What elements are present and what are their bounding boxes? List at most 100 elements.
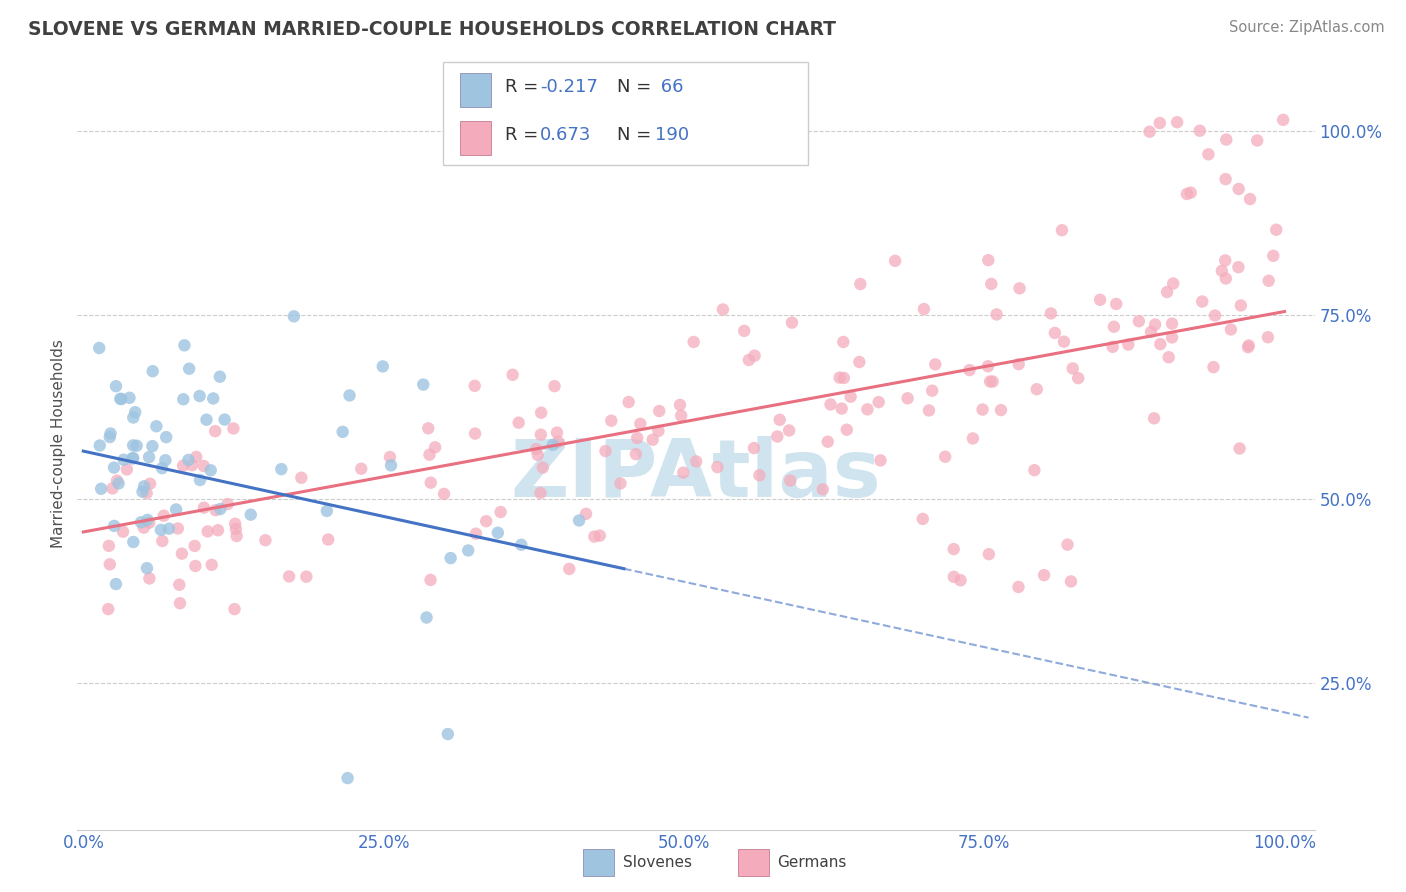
Point xyxy=(141,439,163,453)
Point xyxy=(169,578,191,592)
Text: 190: 190 xyxy=(655,127,689,145)
Point xyxy=(530,427,553,442)
Point xyxy=(339,388,361,402)
Point xyxy=(124,405,146,419)
Point xyxy=(103,519,125,533)
Point xyxy=(1067,371,1090,385)
Point xyxy=(942,542,965,557)
Point xyxy=(1175,186,1198,201)
Point xyxy=(977,253,1000,268)
Point xyxy=(172,392,194,407)
Point xyxy=(1102,319,1125,334)
Point xyxy=(131,484,153,499)
Text: Slovenes: Slovenes xyxy=(623,855,692,870)
Point xyxy=(583,530,606,544)
Point xyxy=(1088,293,1111,307)
Point xyxy=(418,421,440,435)
Point xyxy=(132,479,155,493)
Point xyxy=(378,450,401,464)
Point xyxy=(165,502,187,516)
Point xyxy=(510,538,533,552)
Point xyxy=(419,475,441,490)
Point xyxy=(217,497,239,511)
Point xyxy=(489,505,512,519)
Point xyxy=(817,434,839,449)
Point xyxy=(990,403,1012,417)
Point xyxy=(835,423,858,437)
Point xyxy=(97,602,120,616)
Point xyxy=(136,561,159,575)
Point xyxy=(647,424,669,438)
Point xyxy=(839,390,862,404)
Point xyxy=(371,359,394,374)
Point xyxy=(568,513,591,527)
Point xyxy=(526,448,548,462)
Point xyxy=(98,430,121,444)
Point xyxy=(332,425,354,439)
Point xyxy=(1246,134,1268,148)
Point xyxy=(150,534,173,549)
Point xyxy=(419,573,441,587)
Point xyxy=(1257,274,1279,288)
Point xyxy=(204,503,226,517)
Text: R =: R = xyxy=(505,78,544,96)
Point xyxy=(1033,568,1056,582)
Point xyxy=(918,403,941,417)
Point xyxy=(464,426,486,441)
Point xyxy=(208,369,231,384)
Point xyxy=(132,521,155,535)
Point xyxy=(380,458,402,473)
Point xyxy=(138,571,160,585)
Point xyxy=(214,412,236,426)
Point xyxy=(112,452,135,467)
Point xyxy=(1060,574,1083,589)
Point xyxy=(90,482,112,496)
Point xyxy=(780,316,803,330)
Point xyxy=(617,395,640,409)
Point xyxy=(423,440,446,454)
Point xyxy=(1043,326,1066,340)
Point xyxy=(1265,223,1288,237)
Point xyxy=(738,353,761,368)
Point xyxy=(778,424,800,438)
Point xyxy=(278,569,301,583)
Point xyxy=(283,310,305,324)
Point xyxy=(209,502,232,516)
Point xyxy=(465,526,488,541)
Point xyxy=(105,379,128,393)
Point xyxy=(575,507,598,521)
Point xyxy=(181,458,204,472)
Point xyxy=(295,569,318,583)
Point xyxy=(672,466,695,480)
Text: Source: ZipAtlas.com: Source: ZipAtlas.com xyxy=(1229,20,1385,35)
Point xyxy=(224,602,246,616)
Point xyxy=(145,419,167,434)
Point xyxy=(437,727,460,741)
Point xyxy=(155,453,177,467)
Point xyxy=(225,522,247,536)
Point xyxy=(981,375,1004,389)
Point xyxy=(89,341,111,355)
Point xyxy=(1053,334,1076,349)
Point xyxy=(183,539,205,553)
Point xyxy=(100,426,122,441)
Point xyxy=(415,610,437,624)
Point xyxy=(589,528,612,542)
Point xyxy=(711,302,734,317)
Point xyxy=(1257,330,1279,344)
Point xyxy=(924,358,946,372)
Point xyxy=(177,453,200,467)
Point xyxy=(173,338,195,352)
Point xyxy=(934,450,956,464)
Text: R =: R = xyxy=(505,127,544,145)
Point xyxy=(122,410,145,425)
Point xyxy=(204,424,226,438)
Point xyxy=(440,551,463,566)
Point xyxy=(832,334,855,349)
Point xyxy=(986,307,1008,321)
Point xyxy=(122,535,145,549)
Point xyxy=(166,521,188,535)
Point xyxy=(98,558,121,572)
Point xyxy=(1024,463,1046,477)
Point xyxy=(107,476,129,491)
